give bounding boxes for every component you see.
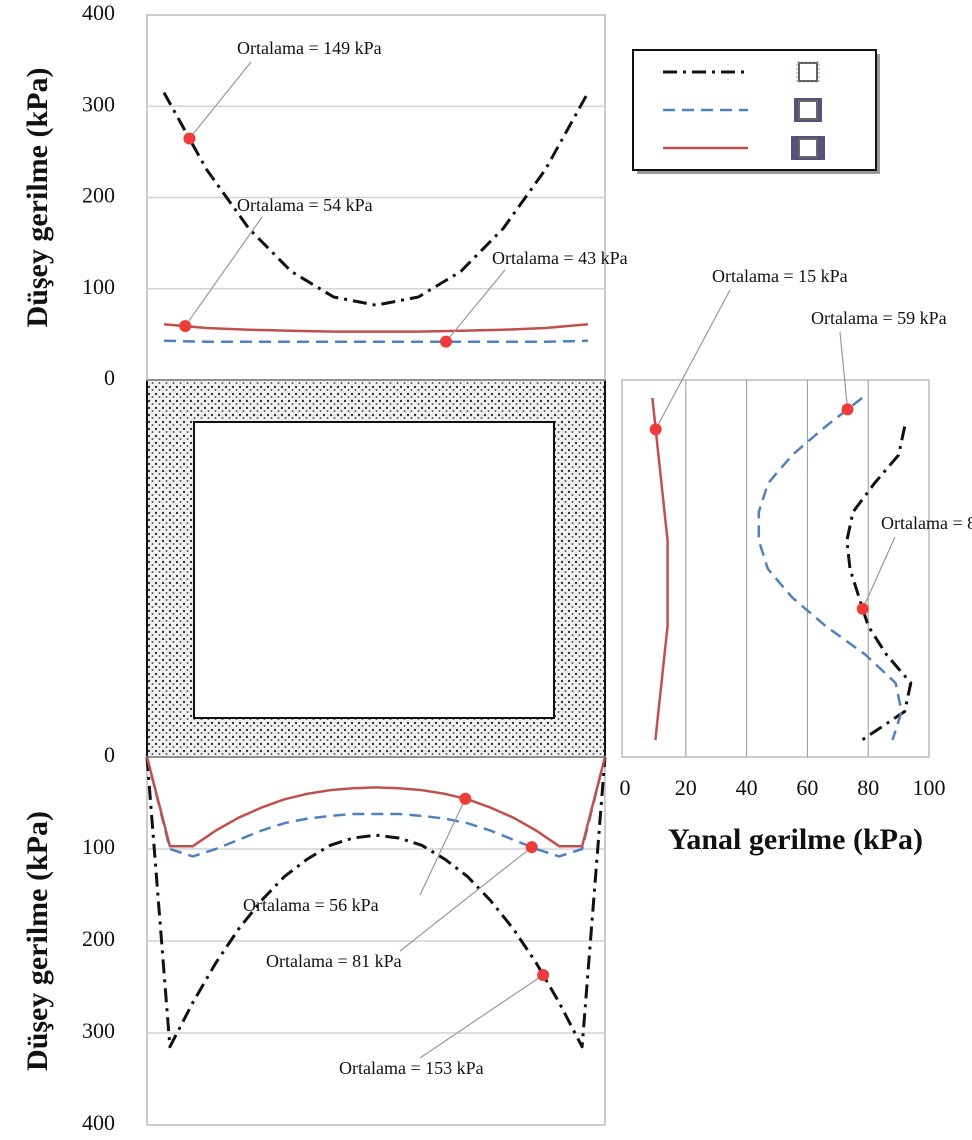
series-line [162, 91, 590, 307]
annotation: Ortalama = 15 kPa [712, 266, 848, 286]
annotation-leader [419, 974, 544, 1059]
y-tick-label: 300 [82, 1018, 115, 1043]
series-line [163, 339, 589, 343]
annotation-leader [184, 216, 263, 327]
annotation: Ortalama = 80 kPa [881, 513, 972, 533]
annotation-leader [839, 331, 849, 410]
plot-frame [621, 379, 930, 758]
box-section [146, 379, 606, 758]
annotation-marker [856, 602, 869, 615]
annotation-marker [439, 335, 452, 348]
y-tick-label: 100 [82, 274, 115, 299]
y-tick-label: 0 [104, 742, 115, 767]
y-axis-label: Düşey gerilme (kPa) [21, 68, 54, 328]
legend-icon-box [798, 100, 818, 120]
annotation-marker [841, 403, 854, 416]
series-line [163, 323, 589, 333]
annotation: Ortalama = 56 kPa [243, 895, 379, 915]
y-tick-label: 100 [82, 834, 115, 859]
annotation-marker [179, 320, 192, 333]
series-line [145, 756, 607, 848]
annotation-marker [183, 132, 196, 145]
annotation-marker [525, 841, 538, 854]
annotation-leader [862, 536, 896, 610]
x-tick-label: 100 [913, 775, 946, 800]
x-axis-label: Yanal gerilme (kPa) [668, 823, 923, 856]
annotation-leader [419, 798, 466, 896]
annotation: Ortalama = 54 kPa [237, 195, 373, 215]
series-line [651, 397, 669, 741]
y-axis-label: Düşey gerilme (kPa) [21, 811, 54, 1071]
series-line [145, 756, 607, 1049]
x-tick-label: 80 [857, 775, 879, 800]
annotation-marker [649, 423, 662, 436]
x-tick-label: 60 [796, 775, 818, 800]
annotation-leader [399, 846, 533, 952]
y-tick-label: 200 [82, 183, 115, 208]
y-tick-label: 200 [82, 926, 115, 951]
annotation-marker [459, 792, 472, 805]
legend-icon-box [798, 62, 818, 82]
annotation: Ortalama = 81 kPa [266, 951, 402, 971]
y-tick-label: 400 [82, 1110, 115, 1135]
annotation-leader [188, 61, 252, 139]
series-line [145, 756, 607, 858]
annotation: Ortalama = 149 kPa [237, 38, 382, 58]
annotation-marker [537, 968, 550, 981]
annotation-leader [445, 269, 506, 343]
annotation: Ortalama = 59 kPa [811, 308, 947, 328]
x-tick-label: 40 [736, 775, 758, 800]
y-tick-label: 0 [104, 365, 115, 390]
box-opening [193, 421, 555, 719]
annotation: Ortalama = 43 kPa [492, 248, 628, 268]
annotation: Ortalama = 153 kPa [339, 1058, 484, 1078]
y-tick-label: 400 [82, 0, 115, 25]
x-tick-label: 0 [620, 775, 631, 800]
legend-icon-box [798, 138, 818, 158]
x-tick-label: 20 [675, 775, 697, 800]
series-line [845, 426, 913, 742]
annotation-leader [655, 289, 731, 430]
series-line [757, 397, 903, 741]
y-tick-label: 300 [82, 91, 115, 116]
